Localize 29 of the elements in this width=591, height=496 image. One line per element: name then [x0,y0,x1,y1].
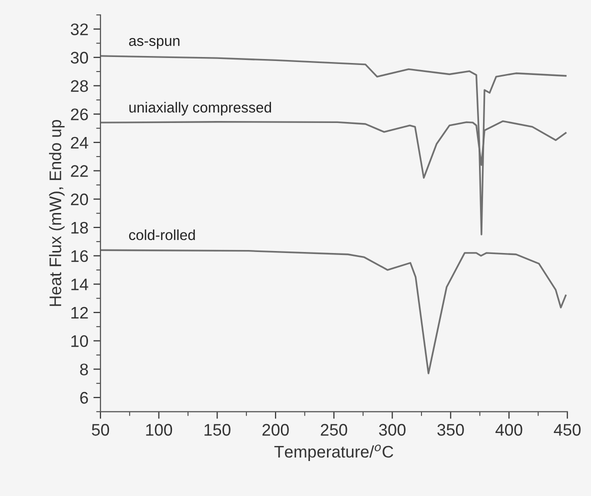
x-tick-label: 150 [204,424,230,436]
y-tick-label: 20 [70,194,88,206]
y-tick-label: 26 [70,108,88,120]
x-tick-label: 100 [146,424,172,436]
x-axis-title: Temperature/$^{o}$C [274,444,394,461]
x-tick-label: 400 [495,424,522,436]
series-label: uniaxially compressed [129,102,272,116]
y-tick-label: 24 [70,136,88,148]
y-tick-label: 12 [71,306,88,319]
x-tick-label: 200 [262,424,289,436]
y-tick-label: 32 [70,23,88,36]
y-tick-label: 14 [71,278,88,290]
x-tick-label: 450 [554,424,581,436]
x-tick-label: 50 [92,424,110,436]
y-tick-label: 22 [70,165,88,177]
y-tick-label: 28 [70,80,88,92]
x-tick-label: 350 [437,424,464,436]
y-tick-label: 8 [80,364,88,376]
series-label: as-spun [129,38,180,49]
x-tick-label: 300 [379,424,406,436]
y-tick-label: 6 [80,392,88,404]
y-tick-label: 10 [71,335,88,348]
y-axis-title: Heat Flux (mW), Endo up [49,120,65,306]
line-series [100,249,567,374]
y-tick-label: 16 [71,250,88,262]
series-label: cold-rolled [129,229,195,240]
y-tick-label: 30 [70,52,88,64]
y-tick-label: 18 [71,222,88,234]
x-tick-label: 250 [320,424,348,436]
